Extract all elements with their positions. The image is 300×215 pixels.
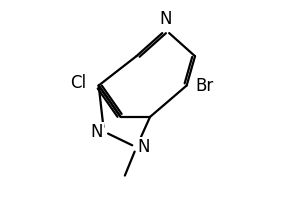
Text: N: N <box>137 138 150 156</box>
Text: Cl: Cl <box>70 74 86 92</box>
Text: N: N <box>160 10 172 28</box>
Text: N: N <box>90 123 103 141</box>
Text: Br: Br <box>195 77 213 95</box>
